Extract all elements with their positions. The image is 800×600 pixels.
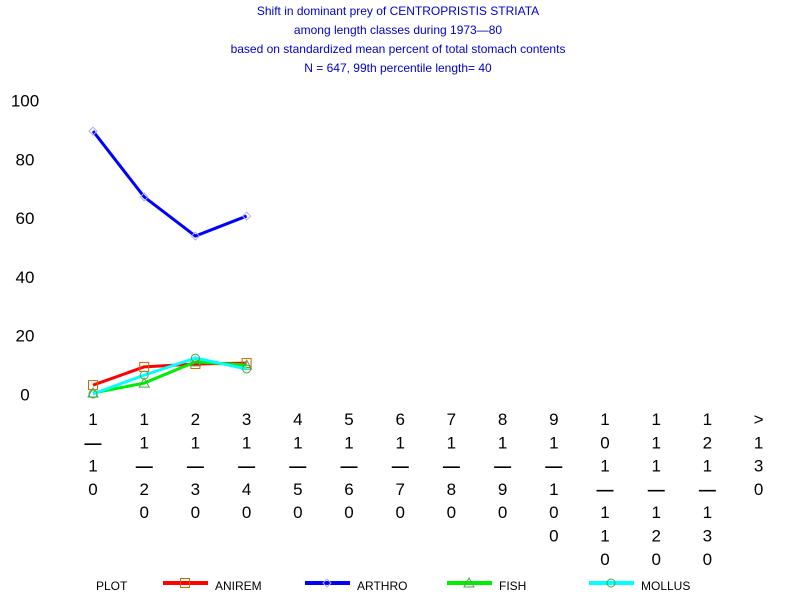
chart-title: based on standardized mean percent of to… [231,42,566,56]
marker [463,576,475,588]
y-tick-label: 20 [16,327,35,346]
y-tick-label: 100 [11,91,39,110]
x-tick-label: 9 1—1 0 0 [545,410,562,546]
legend-label: FISH [499,579,526,593]
y-tick-label: 60 [16,209,35,228]
marker [138,377,151,388]
marker [322,578,332,588]
legend-label: MOLLUS [641,579,690,593]
legend-title: PLOT [96,579,128,593]
x-tick-label: 1 0 1—1 1 0 [597,410,614,569]
x-tick-label: 2 1—3 0 [187,410,204,522]
x-tick-label: 8 1—9 0 [494,410,511,522]
legend-label: ARTHRO [357,579,407,593]
marker [190,353,200,363]
marker [88,126,98,136]
x-tick-label: 6 1—7 0 [392,410,409,522]
marker [240,359,253,370]
x-tick-label: >1 3 0 [754,410,764,499]
x-tick-label: 7 1—8 0 [443,410,460,522]
marker [606,578,616,588]
chart-title: Shift in dominant prey of CENTROPRISTIS … [257,4,539,18]
marker [190,231,201,241]
x-tick-label: 4 1—5 0 [289,410,306,522]
y-tick-label: 40 [16,268,35,287]
marker [242,364,252,374]
y-tick-label: 0 [20,385,29,404]
chart-title: among length classes during 1973—80 [294,23,502,37]
marker [180,578,190,588]
series-line [92,356,247,396]
legend-label: ANIREM [215,579,262,593]
marker [139,192,149,202]
x-tick-label: 1 1—2 0 [136,410,153,522]
x-tick-label: 3 1—4 0 [238,410,255,522]
marker [241,211,252,221]
marker [139,370,149,380]
x-tick-label: 1 2 1—1 3 0 [699,410,716,569]
y-tick-label: 80 [16,150,35,169]
series-line [91,130,248,238]
chart-title: N = 647, 99th percentile length= 40 [304,61,492,75]
x-tick-label: 5 1—6 0 [341,410,358,522]
x-tick-label: 1 1 1—1 2 0 [648,410,665,569]
x-tick-label: 1—1 0 [85,410,102,499]
marker [88,389,98,399]
